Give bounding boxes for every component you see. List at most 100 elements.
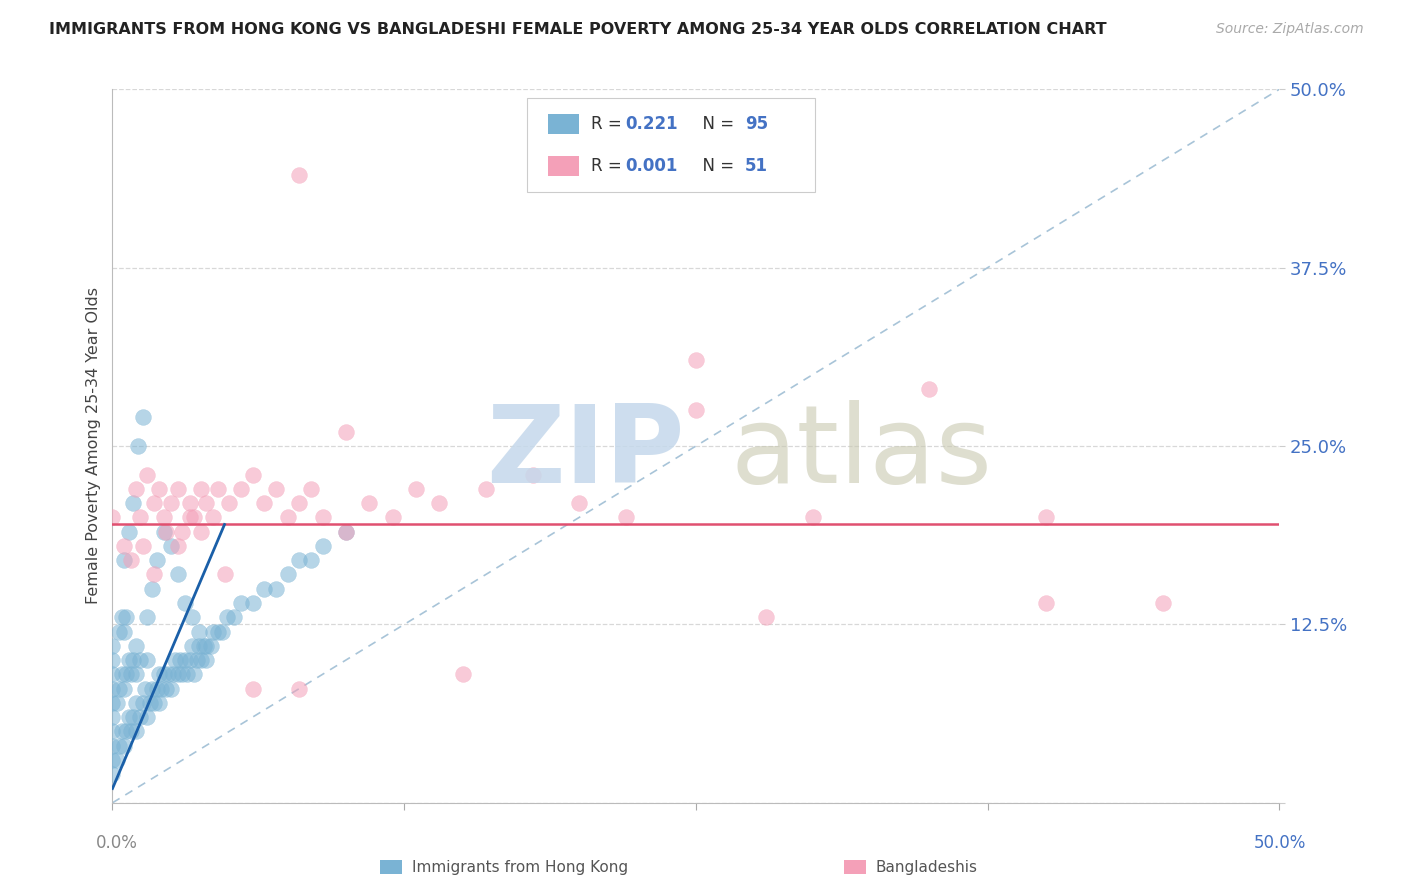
Point: [143, 567, 166, 582]
Point: [112, 539, 135, 553]
Text: Source: ZipAtlas.com: Source: ZipAtlas.com: [1216, 22, 1364, 37]
Point: [201, 624, 224, 639]
Point: [187, 639, 209, 653]
Point: [132, 696, 155, 710]
Point: [172, 524, 194, 539]
Text: N =: N =: [692, 157, 740, 175]
Point: [166, 539, 188, 553]
Point: [108, 681, 131, 696]
Point: [101, 724, 124, 739]
Point: [146, 681, 169, 696]
Text: R =: R =: [591, 157, 627, 175]
Text: 0.001: 0.001: [626, 157, 678, 175]
Point: [105, 753, 128, 767]
Point: [148, 667, 170, 681]
Point: [180, 639, 202, 653]
Point: [111, 610, 134, 624]
Text: IMMIGRANTS FROM HONG KONG VS BANGLADESHI FEMALE POVERTY AMONG 25-34 YEAR OLDS CO: IMMIGRANTS FROM HONG KONG VS BANGLADESHI…: [49, 22, 1107, 37]
Point: [141, 582, 163, 596]
Text: 50.0%: 50.0%: [1253, 834, 1306, 852]
Point: [190, 482, 212, 496]
Point: [115, 610, 138, 624]
Point: [118, 524, 141, 539]
Point: [150, 681, 173, 696]
Point: [153, 524, 176, 539]
Point: [129, 653, 152, 667]
Point: [101, 510, 124, 524]
Point: [120, 724, 142, 739]
Point: [229, 482, 252, 496]
Point: [253, 582, 276, 596]
Point: [129, 710, 152, 724]
Point: [685, 353, 707, 368]
Point: [288, 553, 311, 567]
Point: [568, 496, 591, 510]
Point: [125, 639, 148, 653]
Text: R =: R =: [591, 115, 627, 133]
Point: [173, 653, 195, 667]
Point: [194, 496, 217, 510]
Point: [101, 739, 124, 753]
Point: [335, 524, 357, 539]
Point: [1152, 596, 1174, 610]
Text: 0.221: 0.221: [626, 115, 678, 133]
Point: [755, 610, 778, 624]
Point: [222, 610, 245, 624]
Point: [101, 767, 124, 781]
Point: [475, 482, 498, 496]
Point: [105, 696, 128, 710]
Point: [160, 539, 183, 553]
Point: [118, 710, 141, 724]
Text: 0.0%: 0.0%: [96, 834, 138, 852]
Point: [193, 639, 215, 653]
Point: [162, 667, 184, 681]
Text: 51: 51: [745, 157, 768, 175]
Point: [229, 596, 252, 610]
Point: [335, 524, 357, 539]
Point: [186, 653, 208, 667]
Point: [194, 639, 217, 653]
Point: [101, 710, 124, 724]
Point: [112, 553, 135, 567]
Point: [148, 696, 170, 710]
Point: [148, 482, 170, 496]
Point: [264, 582, 287, 596]
Point: [288, 168, 311, 182]
Point: [179, 496, 201, 510]
Point: [299, 553, 322, 567]
Point: [155, 524, 177, 539]
Point: [125, 696, 148, 710]
Point: [160, 496, 183, 510]
Point: [125, 482, 148, 496]
Point: [122, 653, 145, 667]
Point: [160, 681, 183, 696]
Point: [166, 667, 188, 681]
Point: [101, 681, 124, 696]
Point: [183, 510, 205, 524]
Point: [335, 425, 357, 439]
Point: [136, 653, 159, 667]
Point: [214, 567, 236, 582]
Point: [122, 496, 145, 510]
Point: [176, 667, 198, 681]
Point: [276, 510, 298, 524]
Point: [207, 482, 229, 496]
Point: [190, 653, 212, 667]
Point: [201, 510, 224, 524]
Point: [211, 624, 233, 639]
Point: [115, 724, 138, 739]
Point: [118, 653, 141, 667]
Point: [242, 467, 264, 482]
Text: Immigrants from Hong Kong: Immigrants from Hong Kong: [412, 860, 628, 874]
Point: [108, 739, 131, 753]
Point: [139, 696, 162, 710]
Point: [405, 482, 427, 496]
Point: [153, 510, 176, 524]
Point: [427, 496, 450, 510]
Point: [101, 667, 124, 681]
Point: [180, 610, 202, 624]
Point: [451, 667, 474, 681]
Point: [169, 653, 191, 667]
Point: [101, 653, 124, 667]
Point: [918, 382, 941, 396]
